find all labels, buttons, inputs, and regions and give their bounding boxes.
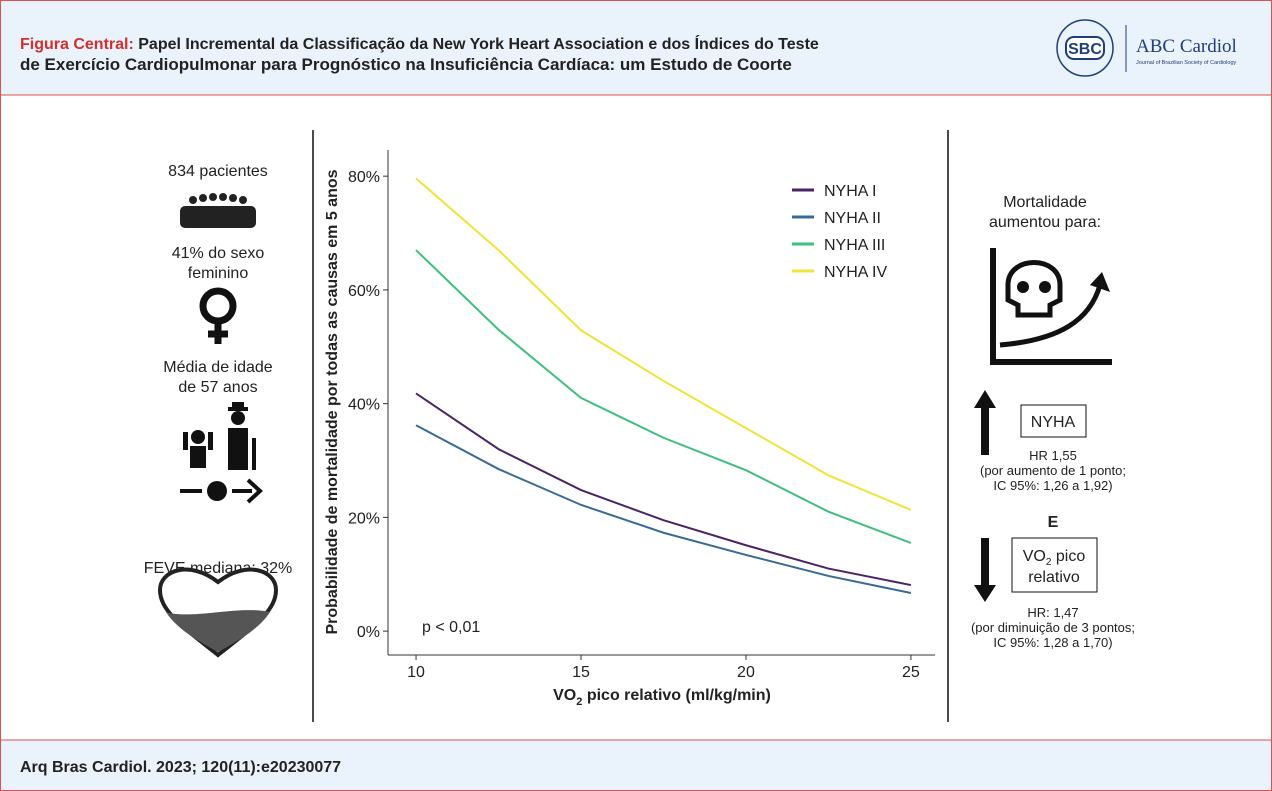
logo: SBC [1068, 41, 1102, 58]
text: pico [1051, 548, 1085, 565]
text: aumentou para: [989, 214, 1101, 231]
citation: Arq Bras Cardiol. 2023; 120(11):e2023007… [20, 759, 341, 776]
x-tick-label: 20 [737, 664, 755, 681]
text: HR 1,55 [1029, 448, 1077, 463]
y-axis-label: Probabilidade de mortalidade por todas a… [324, 169, 341, 634]
age-icon [180, 402, 263, 504]
series-line [415, 177, 912, 511]
series-line [415, 424, 912, 594]
text: 834 pacientes [168, 163, 268, 180]
text: IC 95%: 1,28 a 1,70) [993, 635, 1112, 650]
text: feminino [188, 265, 249, 282]
down-arrow [974, 538, 996, 602]
series-line [415, 392, 912, 587]
text: NYHA [1031, 414, 1076, 431]
box [1020, 404, 1087, 438]
y-tick-label: 40% [348, 397, 380, 414]
box [1011, 537, 1098, 593]
y-tick-label: 0% [357, 624, 380, 641]
text: Mortalidade [1003, 194, 1087, 211]
journal: ABC Cardiol [1136, 36, 1237, 57]
text: E [1048, 514, 1059, 531]
x-tick-label: 10 [407, 664, 425, 681]
y-tick-label: 20% [348, 510, 380, 527]
journal-sub: Journal of Brazilian Society of Cardiolo… [1136, 60, 1237, 66]
header-label: Figura Central: [20, 36, 134, 53]
title: Papel Incremental da Classificação da Ne… [138, 34, 819, 53]
text: HR: 1,47 [1027, 605, 1078, 620]
up-arrow [974, 390, 996, 455]
header-title: Figura Central: Papel Incremental da Cla… [20, 34, 819, 53]
text: VO [1023, 548, 1046, 565]
header-bg [0, 0, 1272, 95]
text: Média de idade [163, 359, 273, 376]
text: 41% do sexo [172, 245, 265, 262]
female-icon [199, 287, 237, 344]
legend-label: NYHA II [824, 210, 881, 227]
x-tick-label: 25 [902, 664, 920, 681]
x-axis-label: VO2 pico relativo (ml/kg/min) [553, 687, 771, 708]
series-line [415, 249, 912, 544]
skull-graph-icon [990, 248, 1112, 365]
y-tick-label: 80% [348, 169, 380, 186]
text: (por aumento de 1 ponto; [980, 463, 1126, 478]
logo-badge [1065, 36, 1105, 60]
x-label-sub: 2 [576, 696, 582, 708]
people-icon [180, 193, 256, 228]
text: IC 95%: 1,26 a 1,92) [993, 478, 1112, 493]
title: de Exercício Cardiopulmonar para Prognós… [20, 55, 792, 74]
heart-fill [166, 610, 270, 652]
annotation: p < 0,01 [422, 619, 480, 636]
legend-label: NYHA III [824, 237, 885, 254]
x-label: pico relativo (ml/kg/min) [582, 687, 770, 704]
logo-ring [1056, 19, 1114, 77]
x-tick-label: 15 [572, 664, 590, 681]
text: relativo [1028, 569, 1080, 586]
text: VO2 pico [1023, 548, 1086, 568]
text: 2 [1046, 557, 1052, 568]
x-label: VO [553, 687, 576, 704]
legend-label: NYHA I [824, 183, 876, 200]
y-tick-label: 60% [348, 283, 380, 300]
chart: Probabilidade de mortalidade por todas a… [324, 150, 935, 708]
legend-label: NYHA IV [824, 264, 887, 281]
text: (por diminuição de 3 pontos; [971, 620, 1135, 635]
text: de 57 anos [178, 379, 257, 396]
footer-bg [0, 740, 1272, 791]
